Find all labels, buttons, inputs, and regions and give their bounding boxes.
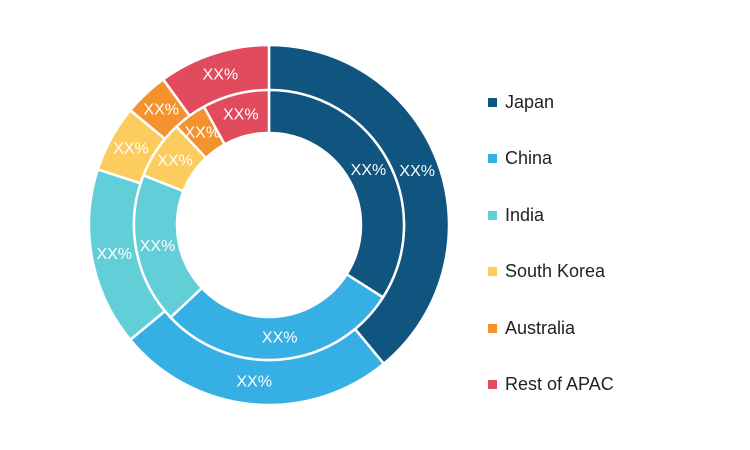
legend-label-south-korea: South Korea (505, 261, 606, 282)
legend-label-rest-of-apac: Rest of APAC (505, 374, 614, 395)
legend-swatch-south-korea (488, 267, 497, 277)
outer-label-rest-of-apac: XX% (203, 67, 239, 84)
legend-swatch-rest-of-apac (488, 380, 497, 390)
inner-slice-china (169, 273, 385, 362)
legend-item-south-korea: South Korea (488, 244, 614, 301)
legend-item-australia: Australia (488, 300, 614, 357)
inner-label-south-korea: XX% (157, 153, 193, 170)
inner-label-japan: XX% (351, 162, 387, 179)
legend-swatch-australia (488, 323, 497, 333)
inner-label-rest-of-apac: XX% (223, 107, 259, 124)
legend-label-japan: Japan (505, 91, 555, 112)
outer-label-china: XX% (236, 373, 272, 390)
outer-label-australia: XX% (143, 102, 179, 119)
legend-label-china: China (505, 148, 553, 169)
legend-item-india: India (488, 187, 614, 244)
legend-swatch-japan (488, 97, 497, 107)
inner-label-china: XX% (262, 329, 298, 346)
inner-slice-rest-of-apac (202, 88, 271, 146)
legend-swatch-india (488, 210, 497, 220)
legend-label-india: India (505, 204, 545, 225)
legend-swatch-china (488, 154, 497, 164)
legend: Japan China India South Korea Australia … (488, 74, 614, 413)
inner-slice-japan (267, 88, 406, 299)
legend-label-australia: Australia (505, 317, 576, 338)
inner-label-australia: XX% (184, 125, 220, 142)
inner-label-india: XX% (140, 238, 176, 255)
outer-label-south-korea: XX% (113, 141, 149, 158)
inner-ring: XX%XX%XX%XX%XX%XX% (132, 88, 406, 362)
legend-item-japan: Japan (488, 74, 614, 131)
outer-label-india: XX% (97, 246, 133, 263)
legend-item-china: China (488, 131, 614, 188)
legend-item-rest-of-apac: Rest of APAC (488, 357, 614, 414)
outer-label-japan: XX% (399, 163, 435, 180)
donut-chart: XX%XX%XX%XX%XX%XX%XX%XX%XX%XX%XX%XX% (87, 43, 451, 407)
